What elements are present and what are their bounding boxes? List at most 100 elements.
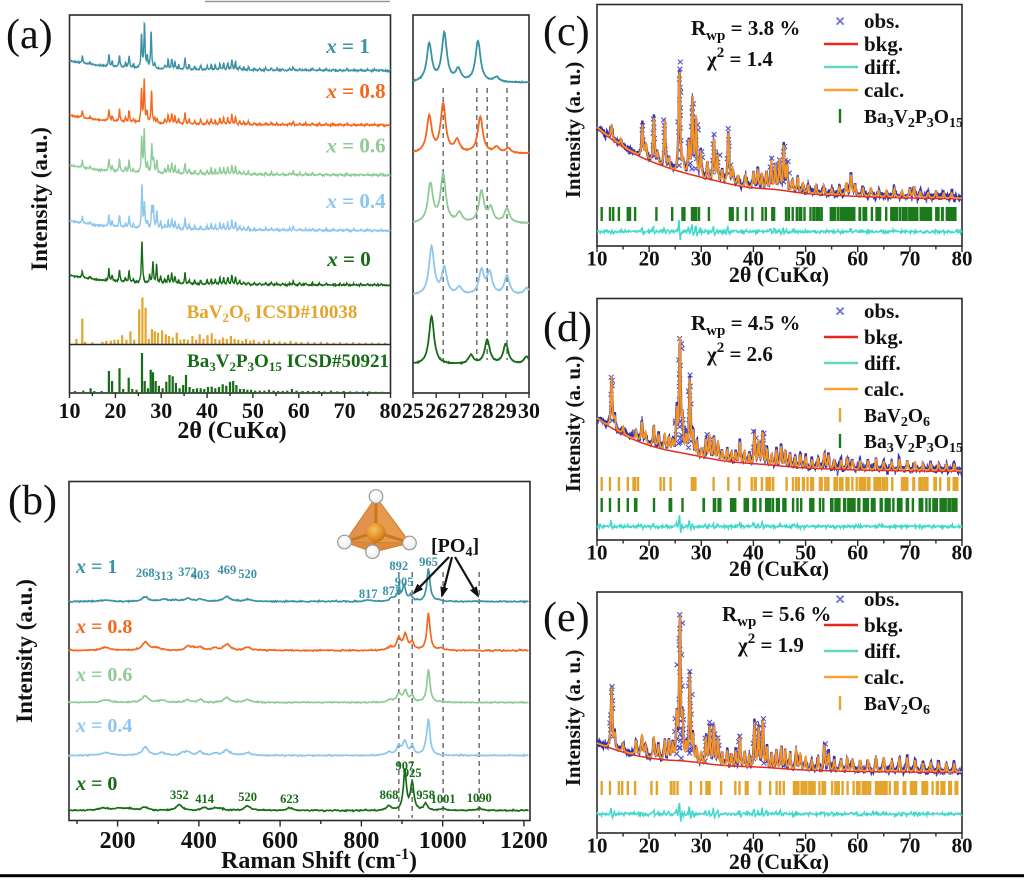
svg-text:Ba3V2P3O15 ICSD#50921: Ba3V2P3O15 ICSD#50921 bbox=[187, 351, 389, 374]
svg-text:26: 26 bbox=[425, 398, 447, 423]
svg-text:70: 70 bbox=[899, 247, 920, 271]
svg-text:x = 0.6: x = 0.6 bbox=[75, 664, 132, 686]
svg-text:calc.: calc. bbox=[864, 78, 904, 102]
svg-text:60: 60 bbox=[847, 247, 868, 271]
svg-text:Raman Shift (cm-1): Raman Shift (cm-1) bbox=[221, 846, 417, 874]
svg-text:30: 30 bbox=[518, 398, 540, 423]
svg-text:Intensity (a.u.): Intensity (a.u.) bbox=[12, 579, 37, 723]
svg-text:469: 469 bbox=[218, 563, 237, 577]
svg-text:x = 0.4: x = 0.4 bbox=[75, 715, 132, 737]
svg-text:892: 892 bbox=[389, 559, 408, 573]
svg-text:60: 60 bbox=[847, 541, 868, 565]
svg-text:20: 20 bbox=[639, 834, 660, 858]
svg-text:50: 50 bbox=[795, 541, 816, 565]
svg-text:414: 414 bbox=[195, 792, 215, 806]
svg-text:(e): (e) bbox=[543, 595, 590, 641]
svg-text:50: 50 bbox=[242, 398, 264, 423]
svg-text:352: 352 bbox=[170, 788, 189, 802]
svg-text:Rwp = 3.8 %: Rwp = 3.8 % bbox=[691, 16, 800, 44]
svg-text:905: 905 bbox=[395, 575, 414, 589]
svg-text:(c): (c) bbox=[543, 9, 590, 55]
svg-text:875: 875 bbox=[383, 584, 402, 598]
svg-text:200: 200 bbox=[100, 828, 136, 854]
svg-text:965: 965 bbox=[419, 555, 438, 569]
svg-text:x = 1: x = 1 bbox=[325, 34, 369, 58]
svg-text:diff.: diff. bbox=[864, 639, 901, 663]
svg-text:30: 30 bbox=[150, 398, 172, 423]
svg-text:BaV2O6: BaV2O6 bbox=[864, 694, 930, 718]
svg-text:Ba3V2P3O15: Ba3V2P3O15 bbox=[864, 432, 963, 456]
svg-text:calc.: calc. bbox=[864, 377, 904, 401]
svg-text:70: 70 bbox=[334, 398, 356, 423]
svg-text:x = 0.8: x = 0.8 bbox=[325, 79, 385, 103]
svg-text:obs.: obs. bbox=[864, 587, 900, 611]
svg-text:Intensity (a. u.): Intensity (a. u.) bbox=[561, 62, 585, 199]
svg-text:bkg.: bkg. bbox=[864, 325, 903, 349]
svg-text:Rwp = 5.6 %: Rwp = 5.6 % bbox=[722, 602, 831, 630]
svg-text:Ba3V2P3O15: Ba3V2P3O15 bbox=[864, 107, 963, 131]
svg-text:30: 30 bbox=[691, 541, 712, 565]
svg-text:400: 400 bbox=[181, 828, 217, 854]
svg-text:313: 313 bbox=[154, 569, 173, 583]
svg-text:2θ (CuKα): 2θ (CuKα) bbox=[177, 418, 286, 444]
svg-text:40: 40 bbox=[743, 247, 764, 271]
svg-text:10: 10 bbox=[587, 834, 608, 858]
svg-text:BaV2O6 ICSD#10038: BaV2O6 ICSD#10038 bbox=[187, 302, 358, 325]
svg-text:50: 50 bbox=[795, 247, 816, 271]
svg-text:Intensity (a.u.): Intensity (a.u.) bbox=[27, 127, 52, 271]
svg-text:25: 25 bbox=[402, 398, 424, 423]
svg-text:10: 10 bbox=[59, 398, 81, 423]
svg-text:817: 817 bbox=[359, 587, 378, 601]
svg-text:1200: 1200 bbox=[500, 828, 548, 854]
svg-text:bkg.: bkg. bbox=[864, 32, 903, 56]
svg-text:obs.: obs. bbox=[864, 299, 900, 323]
svg-text:2θ (CuKα): 2θ (CuKα) bbox=[729, 262, 829, 287]
svg-text:x = 0.4: x = 0.4 bbox=[325, 189, 386, 213]
svg-text:2θ (CuKα): 2θ (CuKα) bbox=[729, 849, 829, 874]
svg-text:30: 30 bbox=[691, 834, 712, 858]
svg-text:diff.: diff. bbox=[864, 351, 901, 375]
svg-text:907: 907 bbox=[396, 759, 415, 773]
svg-text:868: 868 bbox=[380, 788, 399, 802]
svg-text:1090: 1090 bbox=[467, 791, 492, 805]
svg-text:x = 0: x = 0 bbox=[75, 773, 117, 795]
svg-text:623: 623 bbox=[280, 792, 299, 806]
svg-text:28: 28 bbox=[472, 398, 494, 423]
svg-text:x = 1: x = 1 bbox=[75, 556, 117, 578]
svg-text:60: 60 bbox=[847, 834, 868, 858]
svg-text:BaV2O6: BaV2O6 bbox=[864, 406, 930, 430]
svg-text:1001: 1001 bbox=[431, 792, 456, 806]
svg-text:50: 50 bbox=[795, 834, 816, 858]
svg-text:520: 520 bbox=[238, 567, 257, 581]
svg-text:70: 70 bbox=[899, 834, 920, 858]
svg-text:x = 0.6: x = 0.6 bbox=[325, 134, 385, 158]
svg-text:40: 40 bbox=[743, 834, 764, 858]
svg-text:20: 20 bbox=[639, 247, 660, 271]
svg-text:20: 20 bbox=[639, 541, 660, 565]
svg-text:520: 520 bbox=[238, 790, 257, 804]
svg-text:20: 20 bbox=[104, 398, 126, 423]
svg-text:27: 27 bbox=[448, 398, 470, 423]
svg-text:Intensity (a. u.): Intensity (a. u.) bbox=[561, 650, 585, 787]
svg-text:(a): (a) bbox=[6, 12, 53, 58]
svg-text:80: 80 bbox=[952, 834, 973, 858]
svg-text:372: 372 bbox=[178, 565, 197, 579]
svg-text:Intensity (a. u.): Intensity (a. u.) bbox=[561, 356, 585, 493]
svg-text:1000: 1000 bbox=[419, 828, 467, 854]
svg-text:40: 40 bbox=[743, 541, 764, 565]
svg-text:obs.: obs. bbox=[864, 9, 900, 33]
svg-text:(d): (d) bbox=[543, 305, 592, 351]
svg-text:x = 0.8: x = 0.8 bbox=[75, 616, 132, 638]
svg-text:40: 40 bbox=[196, 398, 218, 423]
svg-text:calc.: calc. bbox=[864, 665, 904, 689]
svg-text:χ2 = 1.9: χ2 = 1.9 bbox=[737, 631, 804, 657]
svg-text:(b): (b) bbox=[8, 478, 57, 524]
svg-text:70: 70 bbox=[899, 541, 920, 565]
svg-text:29: 29 bbox=[495, 398, 517, 423]
svg-text:958: 958 bbox=[416, 788, 435, 802]
svg-text:x = 0: x = 0 bbox=[326, 247, 370, 271]
svg-text:χ2 = 1.4: χ2 = 1.4 bbox=[706, 45, 773, 71]
svg-text:10: 10 bbox=[587, 541, 608, 565]
svg-text:800: 800 bbox=[343, 828, 379, 854]
svg-text:600: 600 bbox=[262, 828, 298, 854]
